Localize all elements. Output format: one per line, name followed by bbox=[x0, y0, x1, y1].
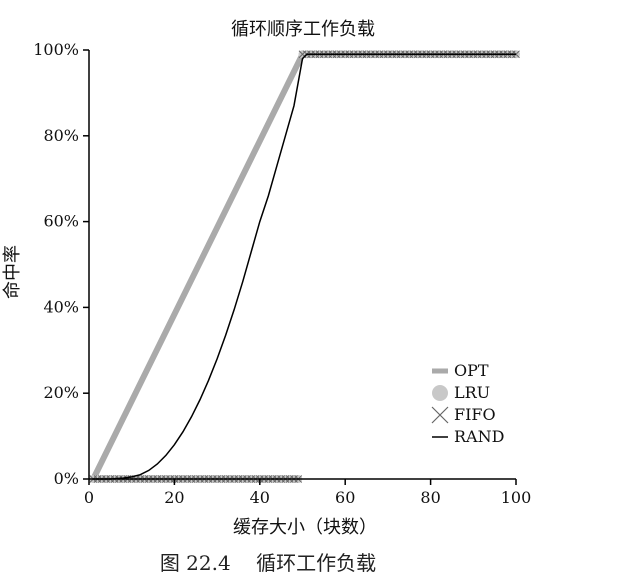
chart-title: 循环顺序工作负载 bbox=[231, 19, 375, 40]
legend-label: OPT bbox=[454, 361, 489, 380]
legend-label: FIFO bbox=[454, 405, 496, 424]
x-tick-label: 60 bbox=[335, 488, 355, 507]
x-axis-label: 缓存大小（块数） bbox=[233, 517, 377, 538]
y-tick-label: 60% bbox=[43, 212, 79, 231]
legend-swatch-lru bbox=[432, 385, 448, 401]
y-tick-label: 0% bbox=[54, 469, 79, 488]
y-tick-label: 80% bbox=[43, 126, 79, 145]
y-axis-label: 命中率 bbox=[2, 245, 23, 299]
legend: OPT LRU FIFO RAND bbox=[431, 361, 504, 446]
y-tick-label: 100% bbox=[33, 40, 79, 59]
x-tick-label: 20 bbox=[164, 488, 184, 507]
figure-caption: 图 22.4 循环工作负载 bbox=[160, 551, 376, 575]
x-tick-label: 100 bbox=[501, 488, 532, 507]
y-tick-label: 40% bbox=[43, 297, 79, 316]
axes: 0% 20% 40% 60% 80% 100% 0 20 40 60 80 100 bbox=[33, 40, 531, 507]
legend-label: LRU bbox=[454, 383, 490, 402]
y-tick-label: 20% bbox=[43, 383, 79, 402]
series-opt-line bbox=[90, 51, 516, 481]
x-tick-label: 40 bbox=[250, 488, 270, 507]
x-tick-label: 0 bbox=[84, 488, 94, 507]
x-tick-label: 80 bbox=[420, 488, 440, 507]
legend-swatch-fifo bbox=[431, 406, 449, 424]
series-rand-line bbox=[93, 53, 516, 480]
legend-label: RAND bbox=[454, 427, 504, 446]
